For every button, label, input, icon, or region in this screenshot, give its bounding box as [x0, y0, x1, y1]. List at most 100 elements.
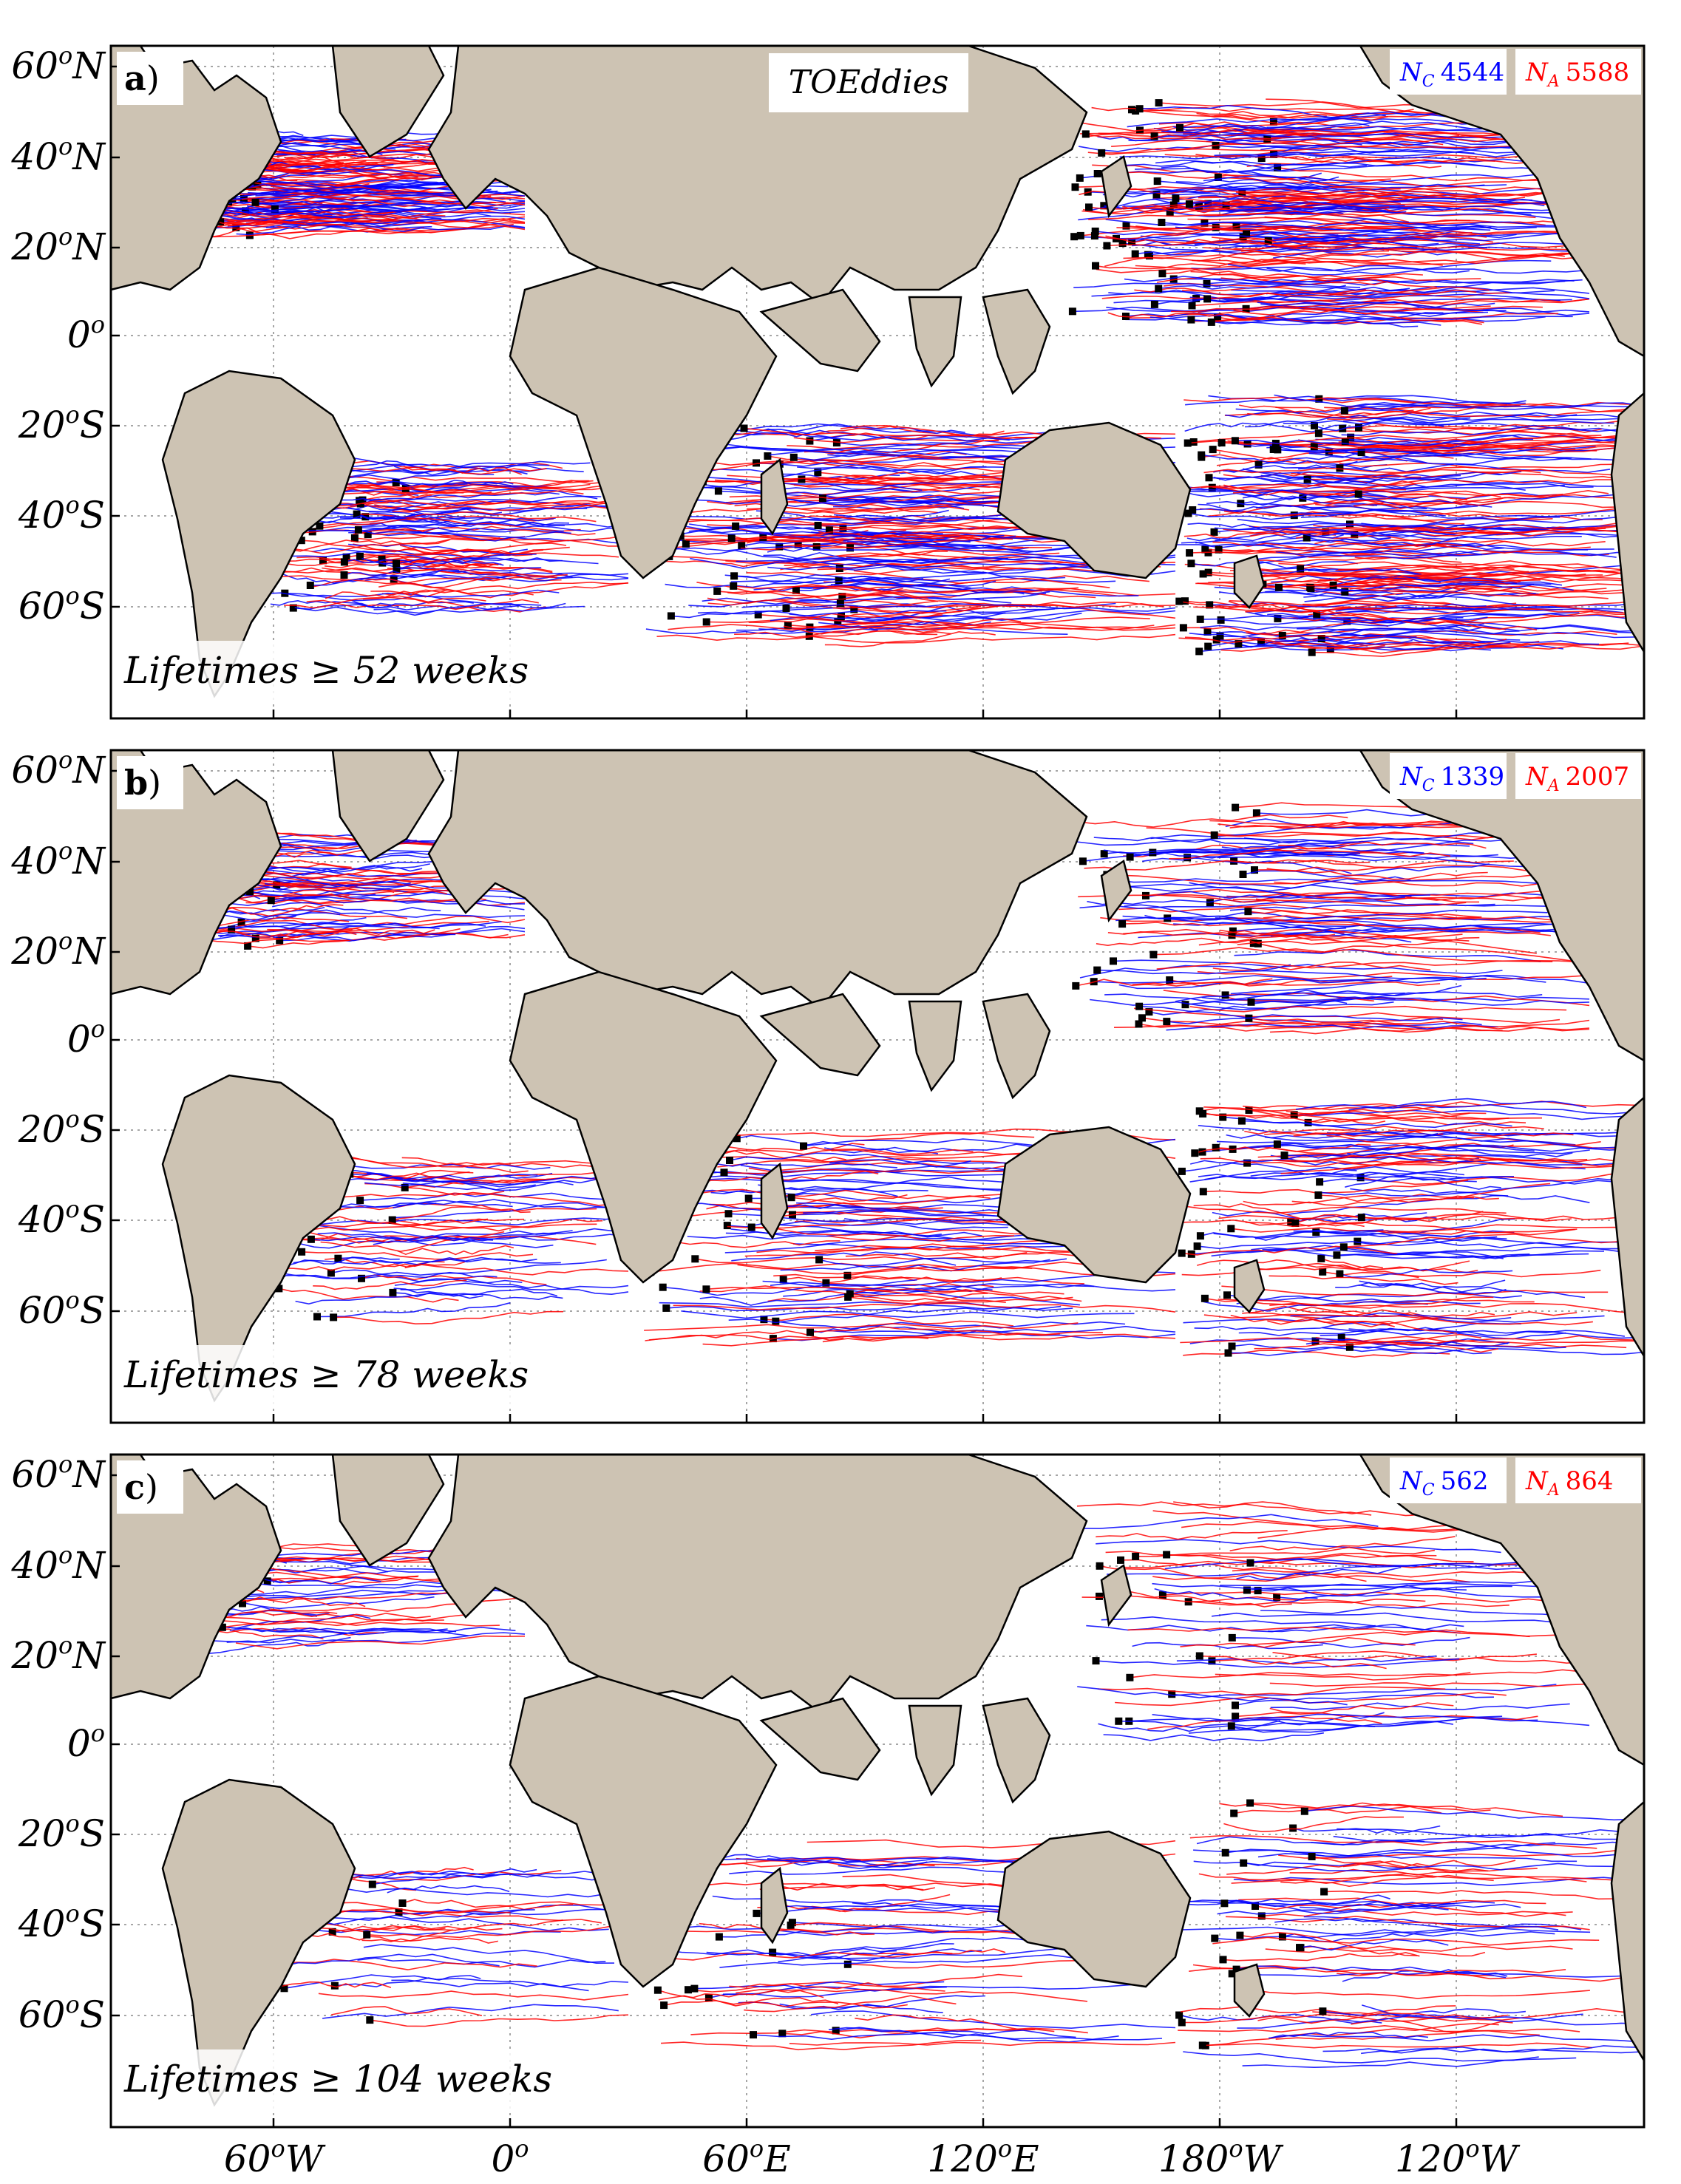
panel-letter-box	[117, 1460, 183, 1514]
eddy-track	[827, 1325, 1176, 1335]
eddy-endpoint-marker	[1072, 982, 1080, 990]
eddy-track	[1307, 478, 1645, 486]
eddy-track	[1225, 1848, 1578, 1862]
panel-c: 60oN 40oN 20oN 0o 20oS 40oS 60oS c) NC 562 NA 864 Li…	[10, 1450, 1646, 2129]
eddy-track	[325, 589, 445, 599]
eddy-track	[1189, 1166, 1515, 1183]
eddy-track	[1218, 1299, 1535, 1307]
lifetime-label: Lifetimes ≥ 52 weeks	[123, 649, 529, 692]
eddy-track	[1221, 439, 1584, 450]
latitude-tick-label: 60oN	[11, 41, 106, 87]
eddy-track	[215, 894, 486, 902]
eddy-track	[1232, 922, 1564, 937]
eddy-track	[701, 485, 923, 493]
eddy-track	[673, 1296, 1073, 1310]
eddy-track	[663, 2000, 908, 2009]
eddy-track	[845, 1251, 1070, 1260]
eddy-endpoint-marker	[1184, 854, 1192, 862]
eddy-track	[1084, 859, 1370, 871]
eddy-track	[1352, 538, 1606, 547]
latitude-tick-label: 20oN	[10, 222, 106, 268]
eddy-endpoint-marker	[1092, 262, 1099, 270]
eddy-track	[1156, 959, 1590, 970]
eddy-track	[373, 1234, 629, 1245]
eddy-endpoint-marker	[1336, 464, 1344, 472]
eddy-endpoint-marker	[1149, 950, 1158, 959]
eddy-track	[1341, 424, 1641, 436]
eddy-track	[658, 1995, 839, 2007]
eddy-endpoint-marker	[289, 604, 297, 612]
eddy-track	[1193, 1203, 1360, 1219]
eddy-endpoint-marker	[1237, 1117, 1246, 1125]
eddy-track	[665, 575, 971, 589]
eddy-endpoint-marker	[1178, 1249, 1186, 1257]
eddy-endpoint-marker	[1201, 1294, 1209, 1302]
eddy-tracks	[123, 802, 1645, 1358]
eddy-endpoint-marker	[246, 888, 254, 896]
eddy-track	[687, 1973, 1022, 1993]
eddy-track	[853, 471, 1028, 482]
eddy-endpoint-marker	[1203, 279, 1211, 288]
eddy-track	[1344, 404, 1645, 412]
map-frame	[109, 749, 1646, 1424]
eddy-endpoint-marker	[1303, 475, 1311, 483]
eddy-track	[1266, 268, 1590, 276]
eddy-track	[1225, 401, 1428, 418]
eddy-track	[1096, 1530, 1288, 1540]
eddy-track	[730, 579, 1139, 597]
eddy-endpoint-marker	[1201, 545, 1209, 554]
eddy-endpoint-marker	[1198, 451, 1206, 459]
eddy-track	[1201, 454, 1388, 469]
eddy-track	[331, 505, 503, 516]
eddy-track	[366, 1172, 574, 1188]
eddy-track	[1263, 580, 1609, 599]
eddy-track	[1181, 1245, 1398, 1256]
x-axis-labels: 60oW 0o 60oE 120oE 180oW 120oW	[224, 2134, 1521, 2180]
latitude-tick-label: 0o	[67, 1015, 105, 1061]
eddy-endpoint-marker	[1232, 1701, 1239, 1710]
eddy-track	[1278, 841, 1487, 850]
eddy-endpoint-marker	[787, 1194, 795, 1202]
eddy-endpoint-marker	[726, 1157, 733, 1164]
eddy-endpoint-marker	[1341, 438, 1349, 446]
eddy-endpoint-marker	[1230, 1809, 1238, 1817]
eddy-endpoint-marker	[1341, 588, 1349, 596]
eddy-endpoint-marker	[1228, 1970, 1236, 1978]
eddy-track	[848, 1296, 1176, 1313]
eddy-track	[373, 602, 566, 616]
eddy-endpoint-marker	[832, 439, 840, 447]
eddy-track	[764, 1313, 1014, 1327]
eddy-track	[1102, 878, 1537, 885]
eddy-track	[686, 442, 1065, 452]
eddy-track	[838, 566, 1176, 582]
eddy-endpoint-marker	[1319, 2007, 1327, 2015]
eddy-track	[1236, 1566, 1402, 1581]
eddy-track	[313, 1218, 525, 1231]
eddy-track	[1245, 231, 1473, 248]
eddy-endpoint-marker	[730, 582, 738, 590]
eddy-endpoint-marker	[1345, 1343, 1354, 1351]
eddy-track	[1154, 292, 1382, 305]
eddy-track	[313, 1279, 467, 1290]
eddy-endpoint-marker	[1356, 1174, 1365, 1182]
eddy-endpoint-marker	[1144, 251, 1152, 259]
eddy-track	[1181, 1217, 1365, 1228]
eddy-endpoint-marker	[1219, 1956, 1227, 1964]
eddy-endpoint-marker	[1329, 581, 1337, 589]
longitude-tick-label: 60oE	[702, 2134, 790, 2180]
eddy-track	[699, 1170, 879, 1184]
eddy-track	[255, 208, 498, 224]
eddy-endpoint-marker	[832, 2027, 840, 2035]
eddy-track	[1284, 1154, 1583, 1166]
panel-letter-box	[117, 52, 183, 105]
eddy-track	[1321, 1258, 1478, 1273]
eddy-endpoint-marker	[662, 1304, 670, 1312]
eddy-endpoint-marker	[1199, 1110, 1207, 1117]
eddy-track	[265, 215, 526, 228]
eddy-track	[1234, 568, 1422, 577]
eddy-endpoint-marker	[1319, 1268, 1327, 1276]
eddy-endpoint-marker	[690, 1984, 699, 1993]
eddy-endpoint-marker	[1199, 570, 1207, 578]
eddy-track	[1158, 101, 1414, 113]
cyclonic-count: NC 4544	[1399, 58, 1504, 91]
